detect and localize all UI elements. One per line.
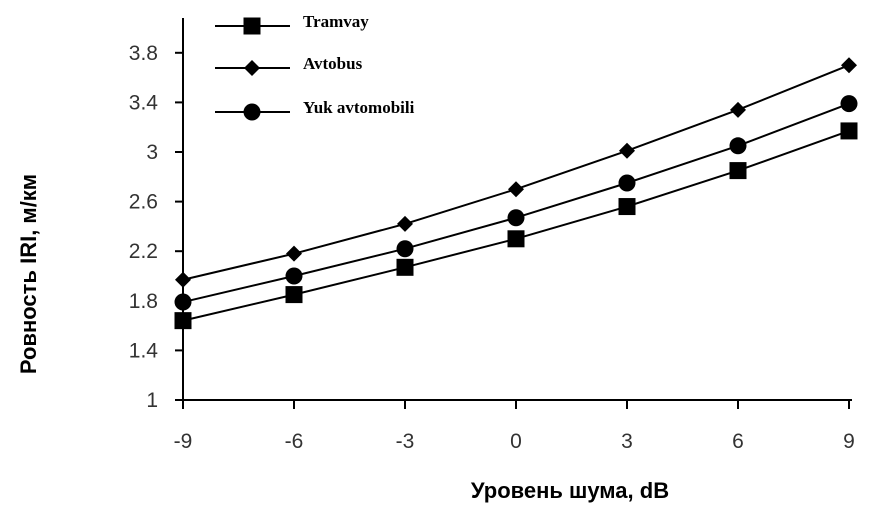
y-tick-label: 2.6 [129, 191, 158, 214]
data-point-avtobus [397, 215, 413, 232]
series-avtobus [175, 57, 857, 288]
legend-item-avtobus: Avtobus [215, 54, 363, 76]
data-point-yuk-avtomobili [840, 95, 858, 113]
data-point-avtobus [286, 245, 302, 262]
x-axis-title: Уровень шума, dB [471, 478, 669, 503]
x-tick-label: 0 [510, 430, 522, 453]
data-point-tramvay [618, 198, 636, 216]
legend-item-yuk-avtomobili: Yuk avtomobili [215, 98, 415, 121]
legend-item-tramvay: Tramvay [215, 12, 369, 35]
legend-label: Tramvay [303, 12, 369, 31]
data-point-yuk-avtomobili [507, 209, 525, 227]
y-axis-title: Ровность IRI, м/км [16, 174, 41, 374]
y-tick-label: 3.4 [129, 91, 159, 114]
y-tick-label: 3 [146, 141, 158, 164]
x-tick-label: 6 [732, 430, 744, 453]
data-point-avtobus [508, 181, 524, 198]
data-point-tramvay [840, 122, 858, 140]
y-tick-label: 3.8 [129, 42, 158, 65]
legend: Tramvay Avtobus Yuk avtomobili [215, 12, 415, 121]
legend-marker [243, 103, 261, 121]
y-tick-label: 2.2 [129, 240, 158, 263]
series-line-avtobus [182, 64, 850, 281]
x-tick-label: -6 [285, 430, 304, 453]
x-tick-label: -9 [174, 430, 193, 453]
y-tick-label: 1.4 [129, 339, 159, 362]
legend-marker [244, 60, 260, 76]
x-tick-label: 3 [621, 430, 633, 453]
x-tick-label: -3 [396, 430, 415, 453]
series-group [174, 57, 858, 330]
data-point-yuk-avtomobili [729, 137, 747, 155]
data-point-yuk-avtomobili [618, 174, 636, 192]
data-point-avtobus [175, 271, 191, 288]
data-point-tramvay [507, 230, 525, 248]
data-point-tramvay [174, 312, 192, 330]
legend-label: Yuk avtomobili [303, 98, 415, 117]
legend-marker [243, 17, 261, 35]
data-point-yuk-avtomobili [396, 240, 414, 258]
y-tick-label: 1.8 [129, 290, 158, 313]
data-point-yuk-avtomobili [285, 267, 303, 285]
y-tick-label: 1 [146, 389, 158, 412]
legend-label: Avtobus [303, 54, 363, 73]
data-point-tramvay [729, 162, 747, 180]
data-point-yuk-avtomobili [174, 293, 192, 311]
data-point-avtobus [730, 101, 746, 118]
series-yuk-avtomobili [174, 95, 858, 311]
data-point-avtobus [619, 142, 635, 159]
series-line-yuk-avtomobili [182, 102, 850, 304]
axes: 1 1.4 1.8 2.2 2.6 3 3.4 3.8 -9 -6 -3 0 3 6 9 [129, 18, 855, 453]
data-point-tramvay [285, 286, 303, 304]
data-point-avtobus [841, 57, 857, 74]
series-tramvay [174, 122, 858, 330]
data-point-tramvay [396, 258, 414, 276]
x-tick-label: 9 [843, 430, 855, 453]
